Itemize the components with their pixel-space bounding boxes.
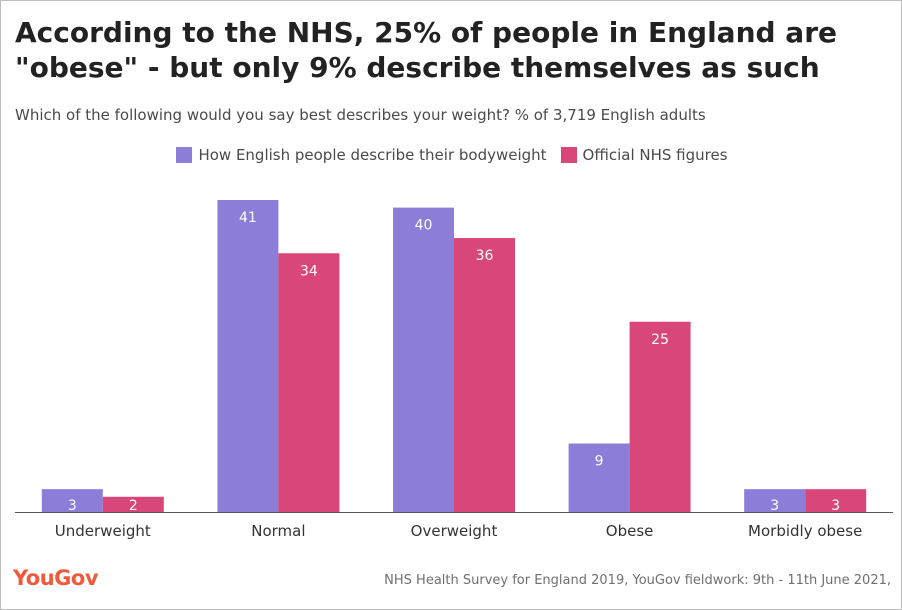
bar-0-1 xyxy=(217,200,279,512)
bar-0-4 xyxy=(744,489,806,512)
data-label-0-4: 3 xyxy=(770,498,779,514)
chart-subtitle: Which of the following would you say bes… xyxy=(15,106,706,124)
legend-item-self-described: How English people describe their bodywe… xyxy=(176,146,547,164)
bar-1-2 xyxy=(454,238,515,513)
data-label-1-1: 34 xyxy=(300,263,318,279)
data-label-1-0: 2 xyxy=(129,498,138,514)
x-tick-label-2: Overweight xyxy=(411,522,498,540)
legend-swatch-self-described xyxy=(176,147,193,163)
x-tick-label-3: Obese xyxy=(606,522,654,540)
yougov-logo: YouGov xyxy=(13,566,99,590)
bar-1-4 xyxy=(805,489,867,512)
x-tick-label-4: Morbidly obese xyxy=(748,522,862,540)
chart-legend: How English people describe their bodywe… xyxy=(1,146,902,164)
x-tick-label-0: Underweight xyxy=(55,522,151,540)
data-label-1-4: 3 xyxy=(831,498,840,514)
data-label-1-3: 25 xyxy=(651,332,669,348)
chart-title: According to the NHS, 25% of people in E… xyxy=(15,16,837,84)
bar-1-3 xyxy=(629,321,691,512)
data-label-0-2: 40 xyxy=(415,218,433,234)
x-tick-label-1: Normal xyxy=(251,522,305,540)
data-label-0-0: 3 xyxy=(68,498,77,514)
legend-label-self-described: How English people describe their bodywe… xyxy=(198,146,547,164)
bar-0-3 xyxy=(568,443,630,512)
bar-0-0 xyxy=(41,489,103,512)
bar-0-2 xyxy=(393,207,454,513)
bar-1-0 xyxy=(102,496,164,512)
bar-chart: 3 2 Underweight 41 34 Normal 40 36 Overweight 9 25… xyxy=(15,200,893,540)
legend-label-nhs: Official NHS figures xyxy=(582,146,728,164)
source-note: NHS Health Survey for England 2019, YouG… xyxy=(384,573,891,588)
data-label-0-1: 41 xyxy=(239,210,257,226)
data-label-0-3: 9 xyxy=(595,454,604,470)
bar-1-1 xyxy=(278,253,340,512)
legend-item-nhs: Official NHS figures xyxy=(560,146,728,164)
legend-swatch-nhs xyxy=(560,147,577,163)
data-label-1-2: 36 xyxy=(476,248,494,264)
